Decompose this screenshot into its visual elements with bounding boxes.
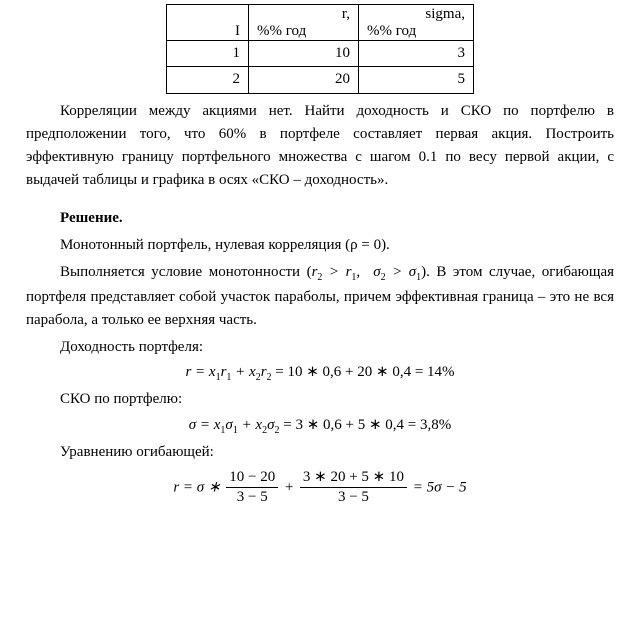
para-monotone-pre: Выполняется условие монотонности ( xyxy=(60,264,312,280)
cell-r: 10 xyxy=(249,41,359,67)
col-header-s-l2: %% год xyxy=(367,23,465,40)
col-header-i-label: I xyxy=(175,23,240,40)
col-header-r-l1: r, xyxy=(257,6,350,23)
fraction-1: 10 − 20 3 − 5 xyxy=(226,468,278,507)
document-page: I r, %% год sigma, %% год 1 10 3 2 20 5 … xyxy=(0,0,640,520)
para-monotone-math: r2 > r1, σ2 > σ1 xyxy=(312,264,422,280)
fraction-2-num: 3 ∗ 20 + 5 ∗ 10 xyxy=(300,468,407,488)
para-monotone: Выполняется условие монотонности (r2 > r… xyxy=(26,261,614,332)
col-header-i: I xyxy=(167,5,249,41)
fraction-2-den: 3 − 5 xyxy=(300,488,407,507)
label-envelope: Уравнению огибающей: xyxy=(26,441,614,464)
solution-heading: Решение. xyxy=(26,207,614,230)
cell-i: 1 xyxy=(167,41,249,67)
fraction-1-num: 10 − 20 xyxy=(226,468,278,488)
formula-envelope: r = σ ∗ 10 − 20 3 − 5 + 3 ∗ 20 + 5 ∗ 10 … xyxy=(26,468,614,507)
table-row: 1 10 3 xyxy=(167,41,474,67)
cell-i: 2 xyxy=(167,67,249,93)
para-zero-corr: Монотонный портфель, нулевая корреляция … xyxy=(26,234,614,257)
col-header-sigma: sigma, %% год xyxy=(359,5,474,41)
cell-s: 5 xyxy=(359,67,474,93)
plus-sign: + xyxy=(284,479,298,495)
table-row: 2 20 5 xyxy=(167,67,474,93)
formula-return: r = x1r1 + x2r2 = 10 ∗ 0,6 + 20 ∗ 0,4 = … xyxy=(26,363,614,384)
label-sko: СКО по портфелю: xyxy=(26,388,614,411)
label-return: Доходность портфеля: xyxy=(26,336,614,359)
cell-s: 3 xyxy=(359,41,474,67)
cell-r: 20 xyxy=(249,67,359,93)
fraction-2: 3 ∗ 20 + 5 ∗ 10 3 − 5 xyxy=(300,468,407,507)
col-header-r-l2: %% год xyxy=(257,23,350,40)
table-header-row: I r, %% год sigma, %% год xyxy=(167,5,474,41)
fraction-1-den: 3 − 5 xyxy=(226,488,278,507)
col-header-r: r, %% год xyxy=(249,5,359,41)
col-header-s-l1: sigma, xyxy=(367,6,465,23)
input-table: I r, %% год sigma, %% год 1 10 3 2 20 5 xyxy=(166,4,474,94)
formula-envelope-tail: = 5σ − 5 xyxy=(413,479,467,495)
problem-text: Корреляции между акциями нет. Найти дохо… xyxy=(26,100,614,193)
formula-sko: σ = x1σ1 + x2σ2 = 3 ∗ 0,6 + 5 ∗ 0,4 = 3,… xyxy=(26,416,614,437)
